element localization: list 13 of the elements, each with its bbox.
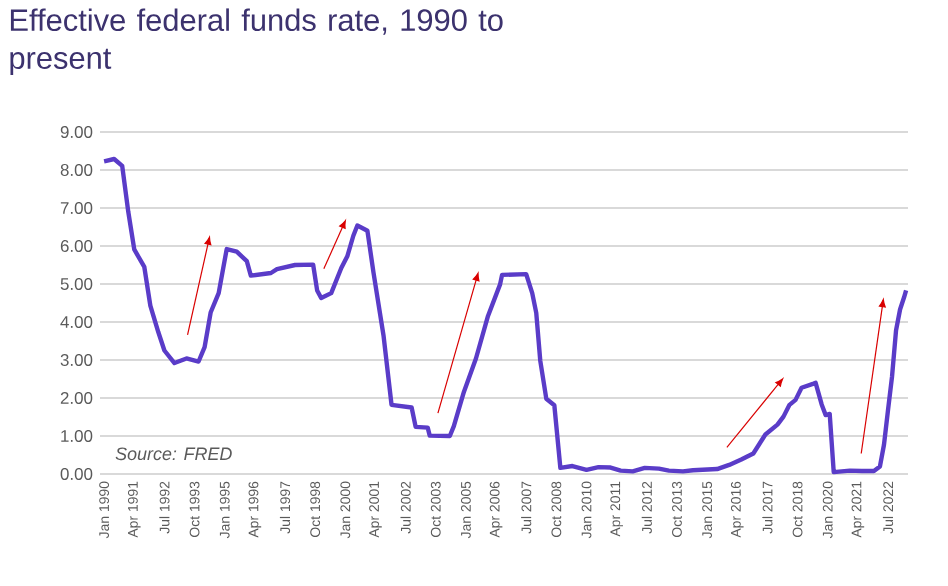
y-tick-label: 8.00 xyxy=(60,164,93,176)
y-tick-label: 6.00 xyxy=(60,240,93,252)
y-tick-label: 0.00 xyxy=(60,468,93,480)
y-tick-label: 9.00 xyxy=(60,126,93,138)
y-tick-label: 3.00 xyxy=(60,354,93,366)
annotation: Source: FRED xyxy=(115,447,232,461)
y-tick-label: 5.00 xyxy=(60,278,93,290)
line-series xyxy=(101,156,909,475)
y-tick-label: 1.00 xyxy=(61,430,93,442)
y-tick-label: 2.00 xyxy=(60,392,93,404)
y-tick-label: 4.00 xyxy=(60,316,93,328)
y-tick-label: 7.00 xyxy=(60,202,93,214)
chart-title: Effective federal funds rate, 1990 to present xyxy=(10,8,503,76)
